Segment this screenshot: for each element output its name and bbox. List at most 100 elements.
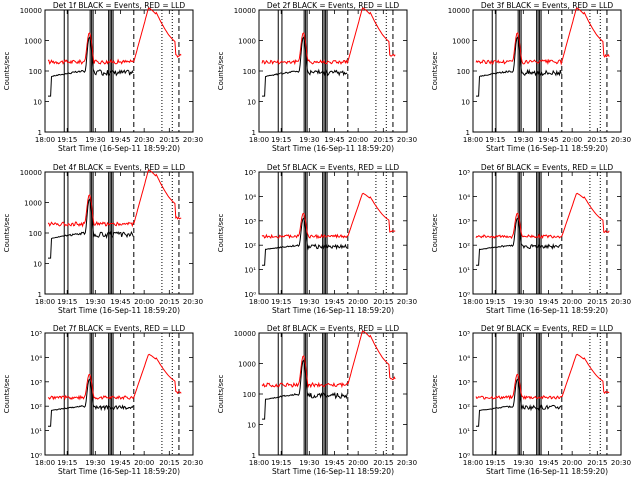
y-axis-label: Counts/sec [431,214,439,253]
x-tick-label: 19:45 [324,459,344,467]
x-tick-label: 20:15 [373,136,393,144]
panel-title: Det 6f BLACK = Events, RED = LLD [481,163,614,172]
x-tick-label: 18:00 [249,136,269,144]
y-tick-label: 10² [458,403,470,411]
x-tick-label: 20:30 [183,298,203,306]
x-axis-label: Start Time (16-Sep-11 18:59:20) [272,467,394,476]
x-tick-label: 19:15 [57,136,77,144]
y-tick-label: 10000 [234,7,256,15]
x-tick-label: 20:15 [587,298,607,306]
y-tick-label: 1 [38,291,42,299]
panel-det-1: Det 1f BLACK = Events, RED = LLD 1 10 100 10… [3,1,203,153]
panel-title: Det 5f BLACK = Events, RED = LLD [267,163,400,172]
series-events-line [48,378,134,427]
panel-title: Det 9f BLACK = Events, RED = LLD [481,324,614,333]
y-axis-label: Counts/sec [3,52,11,91]
y-tick-label: 10⁰ [458,452,470,460]
x-tick-label: 19:15 [271,459,291,467]
plot-frame [472,332,622,456]
x-tick-label: 20:00 [134,298,154,306]
x-tick-label: 19:30 [513,459,533,467]
y-tick-label: 1 [466,129,470,137]
y-tick-label: 100 [29,68,42,76]
y-tick-label: 1000 [24,38,42,46]
x-tick-label: 19:30 [513,298,533,306]
x-tick-label: 20:15 [373,459,393,467]
panel-title: Det 7f BLACK = Events, RED = LLD [53,324,186,333]
y-tick-label: 10⁴ [30,354,42,362]
x-tick-label: 20:00 [562,298,582,306]
y-tick-label: 10000 [20,169,42,177]
x-tick-label: 20:15 [587,136,607,144]
panel-det-4: Det 4f BLACK = Events, RED = LLD 1 10 100 10… [3,163,203,315]
x-tick-label: 20:30 [183,136,203,144]
y-axis-label: Counts/sec [3,214,11,253]
panel-det-6: Det 6f BLACK = Events, RED = LLD 10⁰ 10¹ 10… [431,163,631,315]
x-tick-label: 20:00 [348,136,368,144]
panel-det-5: Det 5f BLACK = Events, RED = LLD 10⁰ 10¹ 10… [217,163,417,315]
x-tick-label: 18:00 [35,298,55,306]
y-tick-label: 10⁰ [458,291,470,299]
y-tick-label: 10⁵ [244,169,256,177]
x-tick-label: 19:15 [485,459,505,467]
series-events-line [262,359,348,420]
x-tick-label: 20:15 [587,459,607,467]
y-tick-label: 100 [29,230,42,238]
x-tick-label: 20:00 [134,459,154,467]
y-tick-label: 1000 [452,38,470,46]
x-tick-label: 18:00 [463,298,483,306]
y-tick-label: 10⁰ [244,291,256,299]
panel-title: Det 1f BLACK = Events, RED = LLD [53,1,186,10]
y-tick-label: 1 [38,129,42,137]
x-axis-label: Start Time (16-Sep-11 18:59:20) [272,306,394,315]
y-tick-label: 10¹ [458,267,470,275]
x-tick-label: 18:00 [249,298,269,306]
series-events-line [262,217,348,266]
x-tick-label: 20:30 [397,459,417,467]
x-tick-label: 18:00 [463,136,483,144]
panel-det-9: Det 9f BLACK = Events, RED = LLD 10⁰ 10¹ 10… [431,324,631,476]
y-tick-label: 10⁵ [458,169,470,177]
x-tick-label: 19:15 [485,298,505,306]
y-tick-label: 10³ [458,218,470,226]
x-tick-label: 19:45 [538,459,558,467]
x-tick-label: 20:00 [348,459,368,467]
x-tick-label: 18:00 [249,459,269,467]
series-events-line [262,36,348,97]
y-tick-label: 1000 [238,38,256,46]
x-tick-label: 19:15 [271,136,291,144]
series-lld-line [475,7,610,66]
x-tick-label: 18:00 [35,459,55,467]
x-axis-label: Start Time (16-Sep-11 18:59:20) [58,144,180,153]
y-axis-label: Counts/sec [3,375,11,414]
x-tick-label: 20:15 [159,459,179,467]
y-tick-label: 100 [457,68,470,76]
x-tick-label: 19:15 [485,136,505,144]
x-tick-label: 19:30 [85,136,105,144]
panel-det-8: Det 8f BLACK = Events, RED = LLD 1 10 100 10… [217,324,417,476]
x-tick-label: 20:00 [348,298,368,306]
y-tick-label: 1000 [24,200,42,208]
x-tick-label: 19:45 [538,298,558,306]
y-tick-label: 10³ [30,379,42,387]
x-tick-label: 20:30 [397,298,417,306]
x-tick-label: 19:30 [513,136,533,144]
y-axis-label: Counts/sec [431,375,439,414]
series-events-line [476,217,562,266]
plot-frame [472,9,622,133]
x-tick-label: 19:45 [324,136,344,144]
y-tick-label: 10⁰ [30,452,42,460]
y-tick-label: 1 [252,452,256,460]
y-tick-label: 10³ [458,379,470,387]
y-tick-label: 10² [30,403,42,411]
y-tick-label: 10¹ [458,428,470,436]
y-tick-label: 10¹ [30,428,42,436]
x-tick-label: 20:30 [611,459,631,467]
x-tick-label: 19:15 [57,298,77,306]
x-tick-label: 19:45 [538,136,558,144]
series-lld-line [261,192,396,240]
x-axis-label: Start Time (16-Sep-11 18:59:20) [486,467,608,476]
y-tick-label: 10¹ [244,267,256,275]
y-tick-label: 10 [33,99,42,107]
